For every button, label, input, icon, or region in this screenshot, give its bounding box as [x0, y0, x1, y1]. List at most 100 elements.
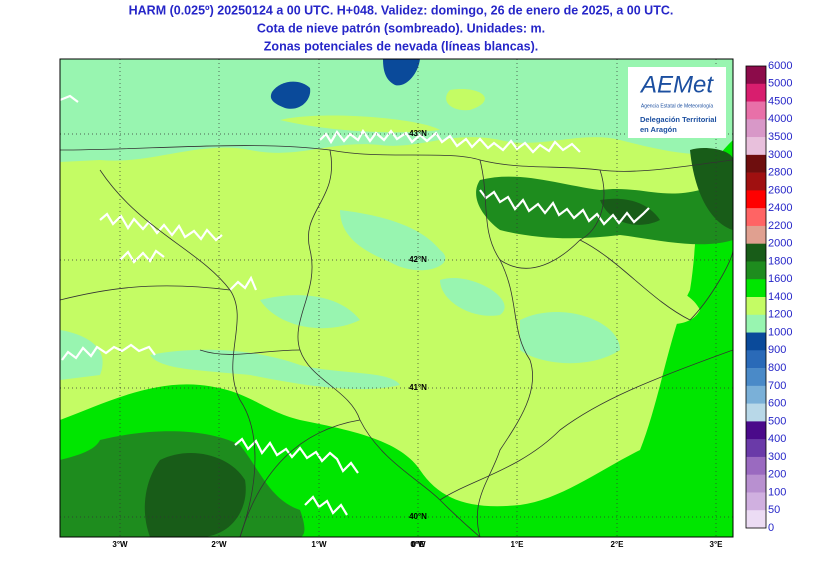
colorbar-swatch [746, 332, 766, 351]
lon-label: 1°W [311, 540, 327, 549]
colorbar-swatch [746, 368, 766, 387]
colorbar-swatch [746, 403, 766, 422]
title-line: Cota de nieve patrón (sombreado). Unidad… [257, 21, 545, 35]
map-frame [59, 58, 734, 538]
colorbar-label: 2800 [768, 167, 792, 179]
colorbar-label: 200 [768, 469, 786, 481]
lat-label: 43°N [409, 129, 427, 138]
field-zone [440, 278, 505, 316]
colorbar-swatch [746, 261, 766, 280]
colorbar-swatch [746, 314, 766, 333]
colorbar-swatch [746, 492, 766, 511]
colorbar-label: 1200 [768, 309, 792, 321]
colorbar-label: 2200 [768, 220, 792, 232]
border [297, 149, 481, 537]
lon-label: 2°E [611, 540, 625, 549]
lat-label: 41°N [409, 383, 427, 392]
colorbar-swatch [746, 225, 766, 244]
field-zone [150, 349, 400, 390]
snow-line [99, 212, 223, 242]
colorbar: 6000500045004000350030002800260024002200… [745, 60, 792, 534]
colorbar-frame [745, 65, 767, 529]
colorbar-label: 300 [768, 451, 786, 463]
border [239, 349, 733, 537]
field-zone [600, 198, 660, 225]
title-line: HARM (0.025º) 20250124 a 00 UTC. H+048. … [129, 3, 674, 17]
colorbar-label: 2000 [768, 238, 792, 250]
field-zone [383, 59, 420, 86]
colorbar-swatch [746, 137, 766, 156]
snow-line [234, 437, 359, 474]
border [579, 239, 733, 321]
field-zone [60, 59, 733, 162]
colorbar-swatch [746, 83, 766, 102]
field-zone [476, 140, 733, 245]
field-zone [520, 311, 620, 364]
colorbar-label: 1400 [768, 291, 792, 303]
colorbar-swatch [746, 279, 766, 298]
colorbar-swatch [746, 190, 766, 209]
colorbar-swatch [746, 474, 766, 493]
lon-label: 1°E [511, 540, 525, 549]
colorbar-label: 2400 [768, 202, 792, 214]
colorbar-swatch [746, 385, 766, 404]
snow-line [319, 128, 581, 154]
colorbar-label: 500 [768, 415, 786, 427]
logo-office: en Aragón [640, 125, 677, 134]
field-zone [640, 289, 700, 324]
colorbar-swatch [746, 119, 766, 138]
colorbar-label: 3000 [768, 149, 792, 161]
field-zone [60, 140, 733, 537]
colorbar-label: 1600 [768, 273, 792, 285]
colorbar-swatch [746, 101, 766, 120]
logo-agency: Agencia Estatal de Meteorología [641, 103, 713, 109]
lon-label: 3°W [112, 540, 128, 549]
snow-lines [60, 94, 650, 516]
colorbar-swatch [746, 66, 766, 85]
colorbar-label: 400 [768, 433, 786, 445]
colorbar-label: 4000 [768, 113, 792, 125]
borders [60, 145, 733, 537]
logo: AEMet Agencia Estatal de Meteorología De… [628, 67, 726, 138]
colorbar-label: 3500 [768, 131, 792, 143]
colorbar-swatch [746, 297, 766, 316]
field-zone [340, 210, 446, 271]
field-zone [270, 81, 311, 109]
snow-line [61, 343, 156, 361]
colorbar-swatch [746, 421, 766, 440]
lon-label: 0°W [410, 540, 426, 549]
colorbar-label: 0 [768, 522, 774, 534]
lon-label: 2°W [211, 540, 227, 549]
snow-line [479, 189, 650, 226]
colorbar-label: 100 [768, 486, 786, 498]
snow-line [229, 275, 258, 291]
colorbar-label: 2600 [768, 184, 792, 196]
colorbar-swatch [746, 172, 766, 191]
border [99, 169, 256, 537]
colorbar-swatch [746, 154, 766, 173]
colorbar-swatch [746, 243, 766, 262]
logo-box [628, 67, 726, 138]
border [60, 285, 301, 355]
colorbar-swatch [746, 510, 766, 529]
field-zone [60, 330, 103, 380]
snow-line [304, 495, 348, 516]
lat-label: 40°N [409, 512, 427, 521]
field-zone [690, 148, 733, 230]
field-zone [144, 452, 246, 537]
title-line: Zonas potenciales de nevada (líneas blan… [264, 39, 538, 53]
logo-office: Delegación Territorial [640, 115, 717, 124]
border [60, 145, 733, 172]
lon-label: 0°E [412, 540, 426, 549]
colorbar-label: 900 [768, 344, 786, 356]
colorbar-label: 700 [768, 380, 786, 392]
colorbar-swatch [746, 456, 766, 475]
snow-line [119, 249, 165, 264]
field-zone [280, 115, 440, 133]
lon-label: 3°E [710, 540, 724, 549]
colorbar-swatch [746, 208, 766, 227]
colorbar-label: 5000 [768, 78, 792, 90]
colorbar-label: 1000 [768, 326, 792, 338]
